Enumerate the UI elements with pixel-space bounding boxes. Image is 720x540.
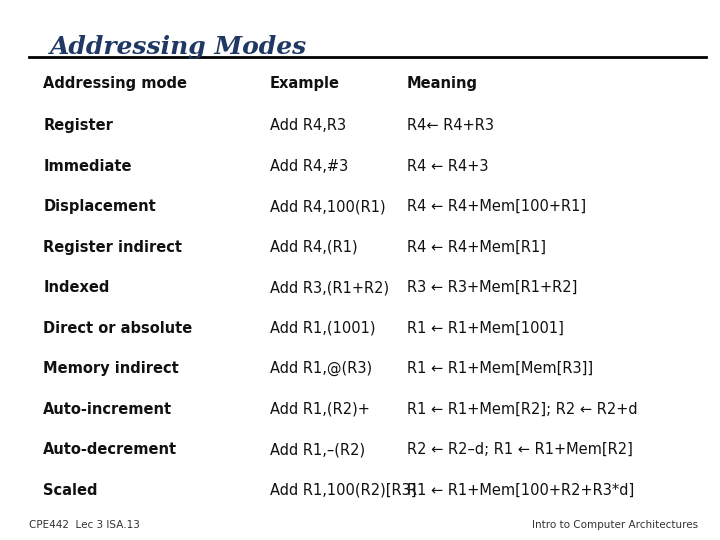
Text: Displacement: Displacement <box>43 199 156 214</box>
Text: Add R4,(R1): Add R4,(R1) <box>270 240 358 254</box>
Text: R1 ← R1+Mem[1001]: R1 ← R1+Mem[1001] <box>407 321 564 335</box>
Text: R1 ← R1+Mem[Mem[R3]]: R1 ← R1+Mem[Mem[R3]] <box>407 361 593 376</box>
Text: Addressing mode: Addressing mode <box>43 76 187 91</box>
Text: R1 ← R1+Mem[100+R2+R3*d]: R1 ← R1+Mem[100+R2+R3*d] <box>407 483 634 497</box>
Text: Add R1,(R2)+: Add R1,(R2)+ <box>270 402 370 416</box>
Text: Indexed: Indexed <box>43 280 109 295</box>
Text: Example: Example <box>270 76 340 91</box>
Text: R4 ← R4+Mem[R1]: R4 ← R4+Mem[R1] <box>407 240 546 254</box>
Text: Scaled: Scaled <box>43 483 98 497</box>
Text: R4← R4+R3: R4← R4+R3 <box>407 118 494 133</box>
Text: R2 ← R2–d; R1 ← R1+Mem[R2]: R2 ← R2–d; R1 ← R1+Mem[R2] <box>407 442 633 457</box>
Text: Register: Register <box>43 118 113 133</box>
Text: Add R1,100(R2)[R3]: Add R1,100(R2)[R3] <box>270 483 416 497</box>
Text: Intro to Computer Architectures: Intro to Computer Architectures <box>532 520 698 530</box>
Text: Memory indirect: Memory indirect <box>43 361 179 376</box>
Text: Addressing Modes: Addressing Modes <box>50 35 307 59</box>
Text: Add R3,(R1+R2): Add R3,(R1+R2) <box>270 280 389 295</box>
Text: R4 ← R4+3: R4 ← R4+3 <box>407 159 488 173</box>
Text: Auto-increment: Auto-increment <box>43 402 172 416</box>
Text: Add R1,–(R2): Add R1,–(R2) <box>270 442 365 457</box>
Text: Add R1,@(R3): Add R1,@(R3) <box>270 361 372 376</box>
Text: Register indirect: Register indirect <box>43 240 182 254</box>
Text: R1 ← R1+Mem[R2]; R2 ← R2+d: R1 ← R1+Mem[R2]; R2 ← R2+d <box>407 402 637 416</box>
Text: Add R4,R3: Add R4,R3 <box>270 118 346 133</box>
Text: Auto-decrement: Auto-decrement <box>43 442 177 457</box>
Text: Meaning: Meaning <box>407 76 478 91</box>
Text: R3 ← R3+Mem[R1+R2]: R3 ← R3+Mem[R1+R2] <box>407 280 577 295</box>
Text: Immediate: Immediate <box>43 159 132 173</box>
Text: Direct or absolute: Direct or absolute <box>43 321 192 335</box>
Text: CPE442  Lec 3 ISA.13: CPE442 Lec 3 ISA.13 <box>29 520 140 530</box>
Text: Add R1,(1001): Add R1,(1001) <box>270 321 376 335</box>
Text: R4 ← R4+Mem[100+R1]: R4 ← R4+Mem[100+R1] <box>407 199 586 214</box>
Text: Add R4,100(R1): Add R4,100(R1) <box>270 199 386 214</box>
Text: Add R4,#3: Add R4,#3 <box>270 159 348 173</box>
